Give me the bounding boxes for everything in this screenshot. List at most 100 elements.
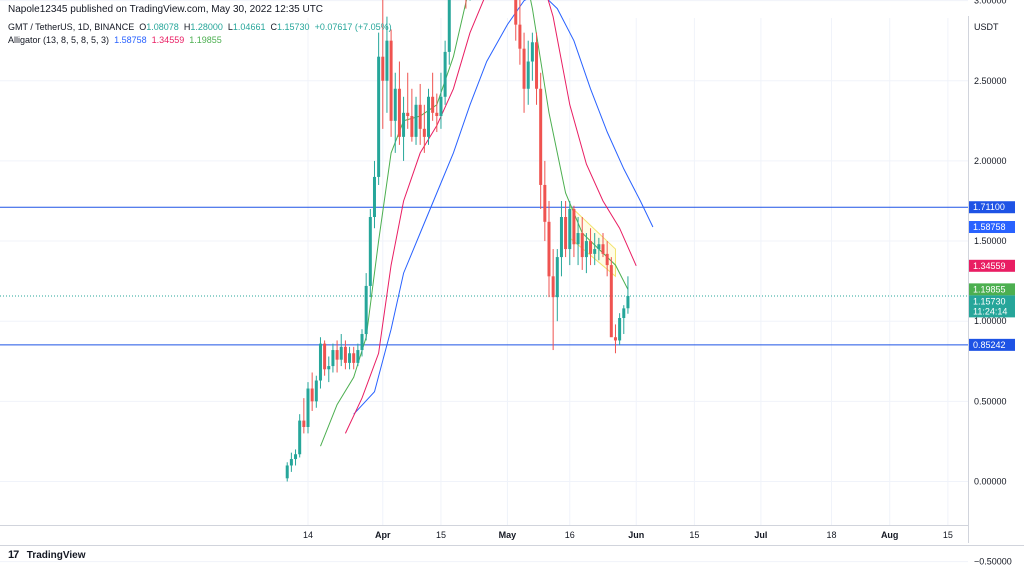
candle-body bbox=[381, 56, 385, 81]
candle-body bbox=[568, 208, 572, 250]
candle-body bbox=[622, 308, 626, 318]
y-tick-label: 2.50000 bbox=[974, 76, 1007, 86]
y-tick-label: 2.00000 bbox=[974, 156, 1007, 166]
candle-body bbox=[439, 96, 443, 117]
alligator-lips-line bbox=[320, 0, 629, 447]
y-tick-label: 3.00000 bbox=[974, 0, 1007, 6]
candle-body bbox=[360, 334, 364, 351]
high-label: H bbox=[183, 22, 191, 32]
candle-body bbox=[514, 0, 518, 25]
y-tick-label: −0.50000 bbox=[974, 557, 1012, 567]
price-tag bbox=[969, 338, 1015, 351]
candle-body bbox=[580, 233, 584, 258]
y-tick-label: 0.50000 bbox=[974, 396, 1007, 406]
price-tag bbox=[969, 283, 1015, 296]
candle-body bbox=[593, 249, 597, 254]
candle-body bbox=[547, 221, 551, 277]
x-tick-label: Jul bbox=[754, 530, 767, 540]
candle-body bbox=[551, 276, 555, 298]
x-tick-label: 15 bbox=[436, 530, 446, 540]
author-line: Napole12345 published on TradingView.com… bbox=[8, 4, 324, 15]
candle-body bbox=[609, 265, 613, 338]
x-tick-label: 14 bbox=[303, 530, 313, 540]
header: Napole12345 published on TradingView.com… bbox=[0, 0, 1024, 16]
price-tag-label: 1.15730 bbox=[973, 296, 1006, 306]
candle-body bbox=[584, 241, 588, 258]
price-tag bbox=[969, 259, 1015, 272]
candle-body bbox=[426, 96, 430, 137]
close-label: C bbox=[270, 22, 278, 32]
candle-body bbox=[410, 116, 414, 137]
candle-body bbox=[447, 0, 451, 52]
candle-body bbox=[356, 350, 360, 363]
candle-body bbox=[613, 337, 617, 341]
x-tick-label: Apr bbox=[375, 530, 391, 540]
price-tag bbox=[969, 201, 1015, 214]
candle-body bbox=[335, 350, 339, 360]
candle-body bbox=[314, 380, 318, 402]
x-tick-label: Aug bbox=[881, 530, 899, 540]
candle-body bbox=[348, 353, 352, 363]
candle-body bbox=[377, 56, 381, 177]
candle-body bbox=[530, 42, 534, 62]
candle-body bbox=[605, 253, 609, 266]
change-value: +0.07617 (+7.05%) bbox=[314, 22, 392, 32]
tradingview-brand: TradingView bbox=[26, 550, 86, 561]
price-tag bbox=[969, 295, 1015, 318]
candle-body bbox=[343, 346, 347, 363]
ohlc-row: GMT / TetherUS, 1D, BINANCE O1.08078 H1.… bbox=[8, 21, 392, 34]
teeth-value: 1.34559 bbox=[151, 35, 185, 45]
x-tick-label: 15 bbox=[689, 530, 699, 540]
lips-value: 1.19855 bbox=[189, 35, 222, 45]
candle-body bbox=[372, 176, 376, 218]
candle-body bbox=[318, 343, 322, 381]
candle-body bbox=[414, 104, 418, 137]
candle-body bbox=[393, 88, 397, 121]
candle-body bbox=[294, 454, 298, 460]
candle-body bbox=[564, 217, 568, 250]
y-tick-label: 0.00000 bbox=[974, 477, 1007, 487]
close-value: 1.15730 bbox=[277, 22, 310, 32]
candle-body bbox=[285, 465, 289, 479]
currency-label: USDT bbox=[974, 22, 999, 32]
candle-body bbox=[331, 350, 335, 367]
price-tag-label: 0.85242 bbox=[973, 340, 1006, 350]
low-value: 1.04661 bbox=[232, 22, 266, 32]
indicator-label[interactable]: Alligator (13, 8, 5, 8, 5, 3) bbox=[8, 35, 110, 45]
candle-body bbox=[327, 366, 331, 370]
candle-body bbox=[518, 24, 522, 49]
price-tag-label: 1.58758 bbox=[973, 222, 1006, 232]
open-value: 1.08078 bbox=[146, 22, 179, 32]
candle-body bbox=[431, 96, 435, 113]
candle-body bbox=[555, 257, 559, 298]
low-label: L bbox=[227, 22, 233, 32]
x-tick-label: May bbox=[499, 530, 517, 540]
candle-body bbox=[302, 420, 306, 427]
candle-body bbox=[352, 353, 356, 363]
high-value: 1.28000 bbox=[190, 22, 223, 32]
countdown-label: 11:24:14 bbox=[973, 306, 1007, 316]
legend: GMT / TetherUS, 1D, BINANCE O1.08078 H1.… bbox=[8, 21, 392, 47]
candle-body bbox=[443, 51, 447, 97]
candle-body bbox=[618, 317, 622, 341]
alligator-teeth-line bbox=[344, 0, 637, 434]
candle-body bbox=[601, 244, 605, 254]
tradingview-footer[interactable]: 17 TradingView bbox=[8, 549, 86, 563]
candle-body bbox=[339, 346, 343, 360]
symbol-label[interactable]: GMT / TetherUS, 1D, BINANCE bbox=[8, 22, 135, 32]
x-tick-label: 15 bbox=[943, 530, 953, 540]
candle-body bbox=[572, 208, 576, 245]
candle-body bbox=[535, 42, 539, 89]
candle-body bbox=[526, 61, 530, 89]
alligator-jaw-line bbox=[353, 0, 654, 415]
candle-body bbox=[559, 217, 563, 258]
candle-body bbox=[589, 241, 593, 254]
price-tag bbox=[969, 221, 1015, 234]
candle-body bbox=[576, 233, 580, 245]
candle-body bbox=[626, 295, 630, 309]
candle-body bbox=[402, 112, 406, 137]
y-tick-label: 1.50000 bbox=[974, 236, 1007, 246]
tradingview-logo-icon: 17 bbox=[8, 549, 19, 561]
candle-body bbox=[289, 459, 293, 466]
